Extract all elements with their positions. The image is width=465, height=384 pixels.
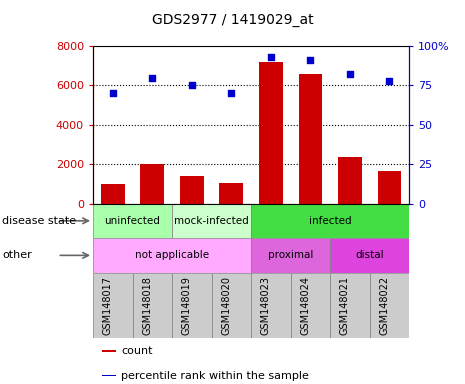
Bar: [330, 273, 370, 338]
Text: GSM148022: GSM148022: [379, 276, 389, 335]
Bar: [219, 183, 243, 204]
Point: [188, 82, 195, 88]
Text: other: other: [2, 250, 32, 260]
Bar: [93, 273, 133, 338]
Bar: [212, 273, 251, 338]
Text: uninfected: uninfected: [105, 216, 160, 226]
Point: [267, 54, 274, 60]
Point: [346, 71, 353, 78]
Bar: [299, 74, 322, 204]
Bar: [102, 350, 116, 351]
Bar: [259, 62, 283, 204]
Bar: [338, 157, 362, 204]
Bar: [251, 273, 291, 338]
Text: GSM148018: GSM148018: [142, 276, 152, 335]
Bar: [370, 273, 409, 338]
Bar: [180, 176, 204, 204]
Bar: [93, 238, 251, 273]
Point: [306, 57, 314, 63]
Text: GSM148017: GSM148017: [103, 276, 113, 335]
Bar: [251, 204, 409, 238]
Text: GSM148020: GSM148020: [221, 276, 231, 335]
Point: [109, 90, 116, 96]
Text: GSM148023: GSM148023: [261, 276, 271, 335]
Text: GDS2977 / 1419029_at: GDS2977 / 1419029_at: [152, 13, 313, 27]
Text: distal: distal: [355, 250, 384, 260]
Point: [148, 74, 156, 81]
Bar: [93, 204, 172, 238]
Text: mock-infected: mock-infected: [174, 216, 249, 226]
Bar: [140, 164, 164, 204]
Bar: [251, 238, 330, 273]
Text: infected: infected: [309, 216, 352, 226]
Bar: [102, 375, 116, 376]
Text: disease state: disease state: [2, 216, 76, 226]
Text: proximal: proximal: [268, 250, 313, 260]
Bar: [378, 171, 401, 204]
Text: count: count: [121, 346, 153, 356]
Text: percentile rank within the sample: percentile rank within the sample: [121, 371, 309, 381]
Bar: [172, 273, 212, 338]
Point: [227, 90, 235, 96]
Text: not applicable: not applicable: [135, 250, 209, 260]
Text: GSM148024: GSM148024: [300, 276, 311, 335]
Point: [385, 78, 393, 84]
Text: GSM148019: GSM148019: [182, 276, 192, 335]
Bar: [330, 238, 409, 273]
Text: GSM148021: GSM148021: [340, 276, 350, 335]
Bar: [101, 184, 125, 204]
Bar: [133, 273, 172, 338]
Bar: [172, 204, 251, 238]
Bar: [291, 273, 330, 338]
